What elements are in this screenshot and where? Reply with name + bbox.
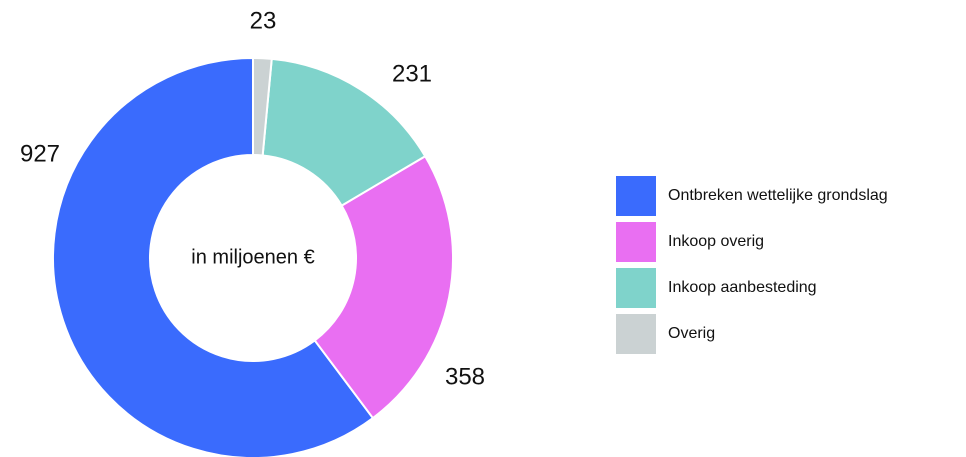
legend-swatch bbox=[616, 222, 656, 262]
value-label: 358 bbox=[445, 363, 485, 390]
legend-label: Inkoop aanbesteding bbox=[668, 279, 817, 296]
center-label: in miljoenen € bbox=[191, 246, 314, 268]
donut-slice bbox=[313, 154, 454, 420]
legend-label: Inkoop overig bbox=[668, 233, 764, 250]
legend-label: Ontbreken wettelijke grondslag bbox=[668, 187, 888, 204]
donut-slice bbox=[252, 56, 273, 157]
legend-label: Overig bbox=[668, 325, 715, 342]
donut-slice bbox=[51, 56, 375, 457]
donut-slice bbox=[261, 57, 427, 207]
value-label: 23 bbox=[250, 7, 277, 34]
value-label: 927 bbox=[20, 140, 60, 167]
value-label: 231 bbox=[392, 60, 432, 87]
legend-swatch bbox=[616, 314, 656, 354]
legend-swatch bbox=[616, 268, 656, 308]
legend-swatch bbox=[616, 176, 656, 216]
